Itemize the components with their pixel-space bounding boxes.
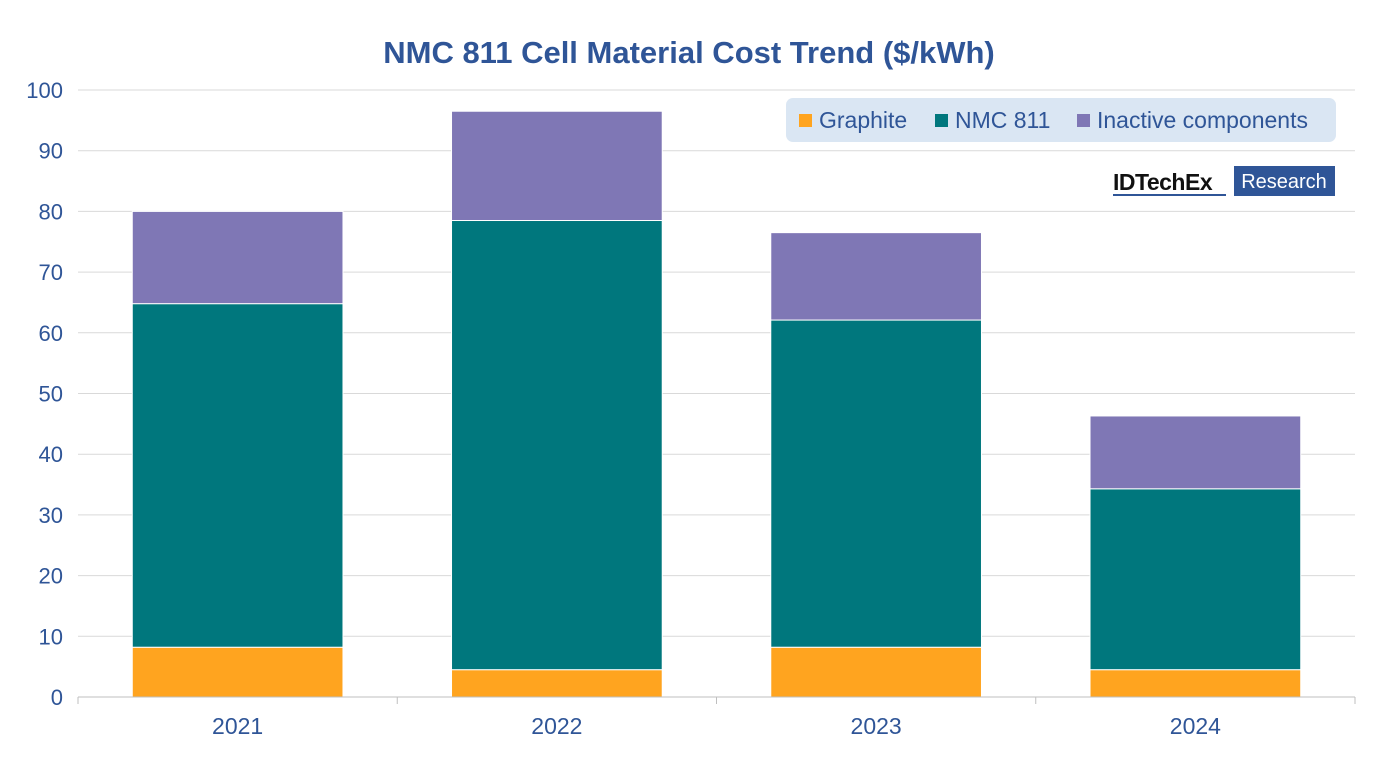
x-axis: 2021 2022 2023 2024 [77,696,1356,739]
y-tick-label: 10 [39,624,63,649]
bar-graphite-2023 [770,646,982,698]
bar-nmc-811-2024 [1089,488,1302,671]
y-tick-label: 90 [39,139,63,164]
y-axis-ticks: 0 10 20 30 40 50 60 70 80 90 100 [26,78,63,710]
legend-label-inactive: Inactive components [1097,107,1308,133]
bar-inactive-components-2021 [131,210,344,305]
y-tick-label: 20 [39,564,63,589]
bar-inactive-components-2023 [770,232,982,321]
legend-background [786,98,1336,142]
bar-graphite-2024 [1089,669,1302,698]
legend-swatch-nmc811 [935,114,948,127]
bar-graphite-2022 [451,669,663,698]
bar-nmc-811-2023 [770,319,982,648]
y-tick-label: 100 [26,78,63,103]
bar-inactive-components-2024 [1089,415,1302,490]
y-tick-label: 50 [39,382,63,407]
brand-logo: IDTechEx Research [1113,166,1335,196]
bar-nmc-811-2022 [451,220,663,671]
y-tick-label: 0 [51,685,63,710]
x-tick-label: 2023 [851,713,902,739]
x-tick-label: 2021 [212,713,263,739]
y-tick-label: 40 [39,442,63,467]
bar-inactive-components-2022 [451,110,663,222]
legend-label-nmc811: NMC 811 [955,107,1050,133]
brand-tag: Research [1241,171,1327,193]
y-tick-label: 80 [39,199,63,224]
bar-graphite-2021 [131,646,344,698]
brand-tag-box [1234,166,1335,196]
bar-nmc-811-2021 [131,303,344,648]
legend: Graphite NMC 811 Inactive components [786,98,1336,142]
bar-series [131,110,1302,698]
chart-title: NMC 811 Cell Material Cost Trend ($/kWh) [383,35,995,70]
brand-name: IDTechEx [1113,169,1213,195]
y-tick-label: 60 [39,321,63,346]
x-tick-label: 2024 [1170,713,1221,739]
legend-label-graphite: Graphite [819,107,907,133]
y-tick-label: 30 [39,503,63,528]
legend-swatch-graphite [799,114,812,127]
y-tick-label: 70 [39,260,63,285]
legend-swatch-inactive [1077,114,1090,127]
x-tick-label: 2022 [531,713,582,739]
